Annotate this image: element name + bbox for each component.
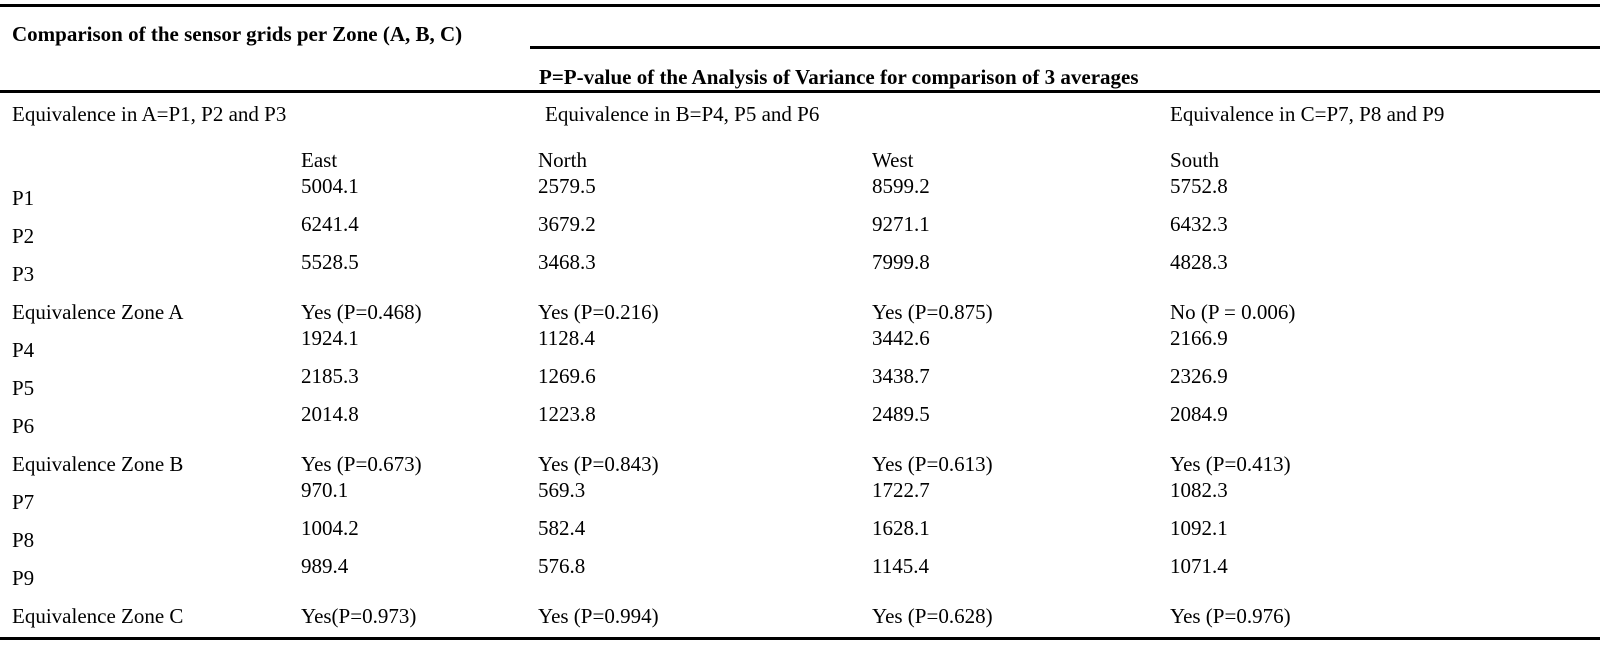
cell-p8-east: 1004.2 xyxy=(301,516,359,540)
cell-p6-south: 2084.9 xyxy=(1170,402,1228,426)
cell-p4-south: 2166.9 xyxy=(1170,326,1228,350)
cell-p9-east: 989.4 xyxy=(301,554,349,578)
row-label-p3: P3 xyxy=(12,262,35,286)
cell-p6-west: 2489.5 xyxy=(872,402,930,426)
cell-p9-south: 1071.4 xyxy=(1170,554,1228,578)
cell-zone-a-east: Yes (P=0.468) xyxy=(301,300,422,324)
cell-p3-west: 7999.8 xyxy=(872,250,930,274)
cell-p2-south: 6432.3 xyxy=(1170,212,1228,236)
cell-p1-east: 5004.1 xyxy=(301,174,359,198)
cell-p1-south: 5752.8 xyxy=(1170,174,1228,198)
row-label-p7: P7 xyxy=(12,490,35,514)
cell-zone-c-south: Yes (P=0.976) xyxy=(1170,604,1291,628)
cell-p7-north: 569.3 xyxy=(538,478,586,502)
cell-p5-north: 1269.6 xyxy=(538,364,596,388)
column-header-south: South xyxy=(1170,148,1220,172)
cell-zone-b-north: Yes (P=0.843) xyxy=(538,452,659,476)
cell-p1-west: 8599.2 xyxy=(872,174,930,198)
header-rule xyxy=(0,90,1600,93)
cell-p4-east: 1924.1 xyxy=(301,326,359,350)
cell-p8-south: 1092.1 xyxy=(1170,516,1228,540)
cell-p7-south: 1082.3 xyxy=(1170,478,1228,502)
table-subheader: P=P-value of the Analysis of Variance fo… xyxy=(539,65,1139,89)
cell-p7-east: 970.1 xyxy=(301,478,349,502)
cell-p5-south: 2326.9 xyxy=(1170,364,1228,388)
cell-p8-west: 1628.1 xyxy=(872,516,930,540)
cell-p6-north: 1223.8 xyxy=(538,402,596,426)
cell-zone-b-east: Yes (P=0.673) xyxy=(301,452,422,476)
cell-p7-west: 1722.7 xyxy=(872,478,930,502)
cell-zone-c-east: Yes(P=0.973) xyxy=(301,604,417,628)
cell-zone-c-north: Yes (P=0.994) xyxy=(538,604,659,628)
cell-p6-east: 2014.8 xyxy=(301,402,359,426)
row-label-equivalence-zone-b: Equivalence Zone B xyxy=(12,452,184,476)
column-header-north: North xyxy=(538,148,587,172)
cell-p9-north: 576.8 xyxy=(538,554,586,578)
cell-p4-west: 3442.6 xyxy=(872,326,930,350)
cell-zone-c-west: Yes (P=0.628) xyxy=(872,604,993,628)
cell-p5-west: 3438.7 xyxy=(872,364,930,388)
caption-rule xyxy=(530,46,1600,49)
cell-p2-east: 6241.4 xyxy=(301,212,359,236)
equivalence-definition-b: Equivalence in B=P4, P5 and P6 xyxy=(545,102,820,126)
cell-p1-north: 2579.5 xyxy=(538,174,596,198)
row-label-p8: P8 xyxy=(12,528,35,552)
cell-zone-a-north: Yes (P=0.216) xyxy=(538,300,659,324)
cell-p5-east: 2185.3 xyxy=(301,364,359,388)
cell-p9-west: 1145.4 xyxy=(872,554,929,578)
row-label-p2: P2 xyxy=(12,224,35,248)
cell-p3-north: 3468.3 xyxy=(538,250,596,274)
row-label-p1: P1 xyxy=(12,186,35,210)
cell-zone-a-west: Yes (P=0.875) xyxy=(872,300,993,324)
cell-zone-a-south: No (P = 0.006) xyxy=(1170,300,1296,324)
row-label-equivalence-zone-a: Equivalence Zone A xyxy=(12,300,184,324)
row-label-p6: P6 xyxy=(12,414,35,438)
row-label-p9: P9 xyxy=(12,566,35,590)
cell-p3-south: 4828.3 xyxy=(1170,250,1228,274)
cell-zone-b-west: Yes (P=0.613) xyxy=(872,452,993,476)
column-header-west: West xyxy=(872,148,914,172)
top-rule xyxy=(0,4,1600,7)
cell-p8-north: 582.4 xyxy=(538,516,586,540)
equivalence-definition-a: Equivalence in A=P1, P2 and P3 xyxy=(12,102,287,126)
cell-p3-east: 5528.5 xyxy=(301,250,359,274)
bottom-rule xyxy=(0,637,1600,640)
row-label-equivalence-zone-c: Equivalence Zone C xyxy=(12,604,184,628)
equivalence-definition-c: Equivalence in C=P7, P8 and P9 xyxy=(1170,102,1445,126)
row-label-p5: P5 xyxy=(12,376,35,400)
cell-p2-west: 9271.1 xyxy=(872,212,930,236)
row-label-p4: P4 xyxy=(12,338,35,362)
column-header-east: East xyxy=(301,148,338,172)
cell-p2-north: 3679.2 xyxy=(538,212,596,236)
table-caption: Comparison of the sensor grids per Zone … xyxy=(12,22,463,46)
cell-zone-b-south: Yes (P=0.413) xyxy=(1170,452,1291,476)
cell-p4-north: 1128.4 xyxy=(538,326,595,350)
